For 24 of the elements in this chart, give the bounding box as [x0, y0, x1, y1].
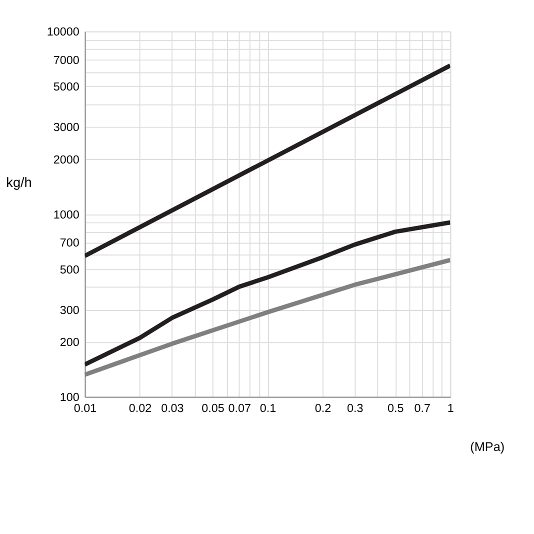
y-tick-label: 500	[60, 263, 80, 276]
y-tick-label: 2000	[53, 153, 80, 166]
x-tick-label: 0.1	[260, 402, 276, 415]
x-tick-label: 0.5	[388, 402, 404, 415]
y-tick-label: 300	[60, 304, 80, 317]
x-tick-label: 1	[447, 402, 454, 415]
y-tick-label: 5000	[53, 80, 80, 94]
x-tick-label: 0.01	[74, 402, 97, 415]
x-tick-label: 0.03	[161, 402, 184, 415]
x-tick-label: 0.3	[347, 402, 364, 415]
x-tick-label: 0.05	[202, 402, 225, 415]
y-tick-label: 7000	[53, 54, 80, 68]
y-tick-label: 100	[60, 391, 80, 404]
x-tick-label: 0.07	[228, 402, 252, 415]
y-tick-label: 10000	[46, 26, 80, 39]
y-tick-label: 3000	[53, 121, 80, 134]
x-tick-label: 0.2	[314, 402, 332, 415]
y-tick-label: 1000	[53, 208, 80, 222]
y-tick-label: 200	[60, 336, 80, 350]
y-axis-title: kg/h	[6, 174, 32, 190]
x-axis-title: (MPa)	[470, 440, 505, 454]
y-tick-label: 700	[60, 236, 80, 250]
x-tick-label: 0.7	[414, 402, 431, 415]
x-tick-label: 0.02	[128, 402, 152, 415]
